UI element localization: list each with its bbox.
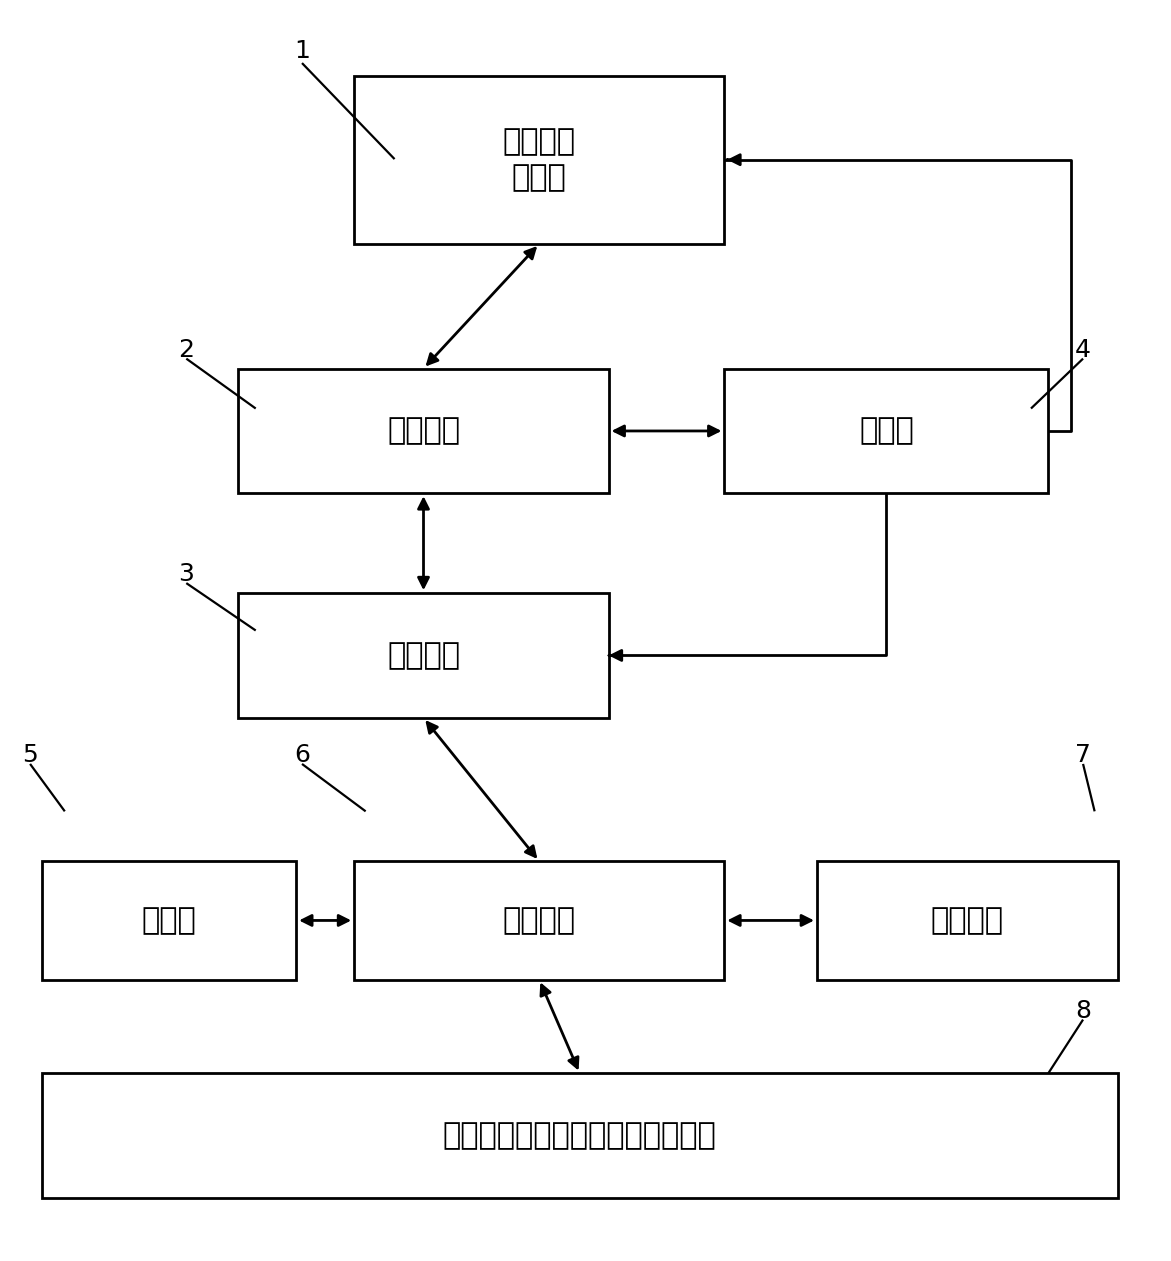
Bar	[354, 76, 725, 243]
Text: 控制站: 控制站	[142, 905, 197, 934]
Text: 数据接口: 数据接口	[386, 641, 460, 670]
Text: 智能仪表: 智能仪表	[386, 416, 460, 445]
Text: 7: 7	[1075, 743, 1091, 767]
Text: 5: 5	[22, 743, 37, 767]
Text: 现场总线: 现场总线	[502, 905, 576, 934]
Bar	[817, 861, 1118, 980]
Bar	[42, 861, 296, 980]
Text: 控制器: 控制器	[860, 416, 913, 445]
Text: 3: 3	[178, 562, 194, 586]
Bar	[42, 1073, 1118, 1198]
Bar	[239, 368, 609, 493]
Bar	[725, 368, 1048, 493]
Text: 2: 2	[178, 338, 194, 362]
Text: 热耦合空
分设备: 热耦合空 分设备	[502, 127, 576, 192]
Text: 8: 8	[1075, 999, 1091, 1023]
Text: 存储装置: 存储装置	[931, 905, 1004, 934]
Text: 6: 6	[294, 743, 310, 767]
Text: 1: 1	[294, 39, 310, 63]
Text: 基于混合建模的节能智能优化系统: 基于混合建模的节能智能优化系统	[443, 1121, 717, 1150]
Bar	[354, 861, 725, 980]
Bar	[239, 593, 609, 718]
Text: 4: 4	[1075, 338, 1091, 362]
